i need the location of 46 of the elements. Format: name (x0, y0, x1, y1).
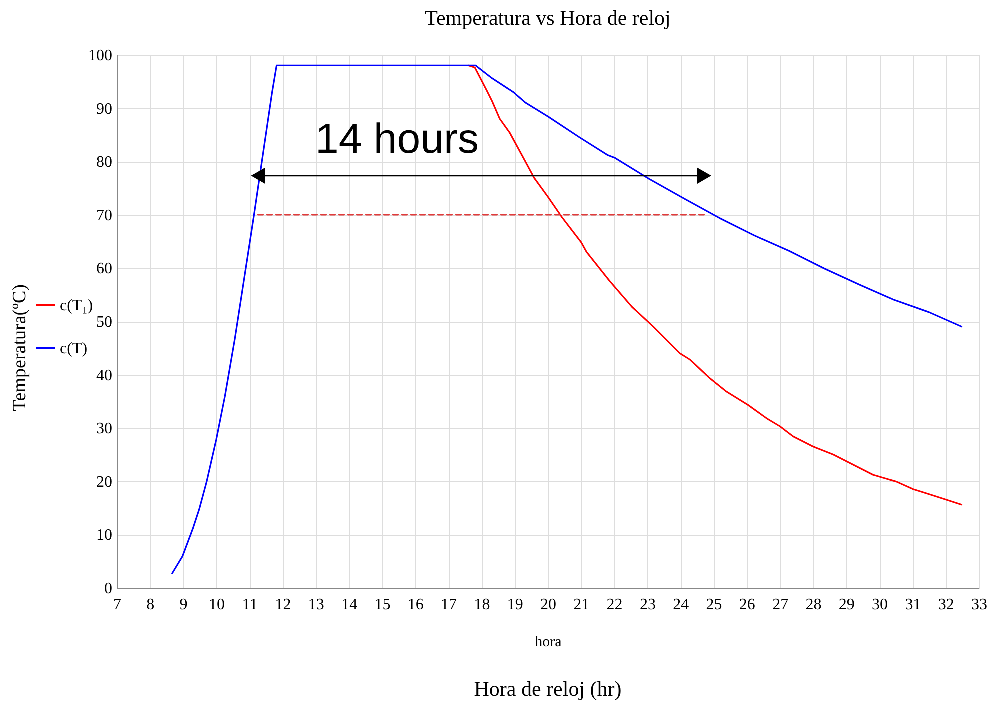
y-tick-label: 100 (88, 48, 112, 64)
chart-title: Temperatura vs Hora de reloj (425, 6, 671, 30)
x-tick-label: 26 (739, 596, 756, 614)
x-tick-label: 14 (342, 596, 358, 614)
x-tick-label: 23 (640, 596, 656, 614)
x-tick-label: 27 (772, 596, 789, 614)
y-tick-label: 90 (96, 100, 112, 118)
y-tick-label: 70 (96, 207, 112, 224)
x-axis-title: hora (535, 634, 562, 650)
legend-label: c(T) (60, 340, 88, 358)
x-tick-label: 19 (507, 596, 524, 614)
x-tick-label: 24 (673, 596, 690, 614)
legend-label: c(T₁) (60, 298, 94, 314)
x-tick-label: 31 (905, 596, 922, 614)
x-tick-label: 30 (872, 596, 888, 614)
x-tick-label: 32 (938, 596, 954, 614)
x-tick-label: 8 (146, 596, 155, 614)
x-tick-label: 7 (114, 596, 122, 614)
x-tick-label: 10 (208, 596, 225, 614)
x-tick-label: 12 (275, 596, 292, 614)
y-tick-label: 10 (96, 527, 112, 544)
text: Hora de reloj (hr) (474, 677, 622, 701)
y-tick-label: 80 (96, 154, 112, 172)
x-tick-label: 15 (374, 596, 391, 614)
y-tick-label: 20 (96, 474, 112, 491)
y-tick-label: 30 (96, 420, 112, 438)
x-tick-label: 9 (180, 596, 188, 614)
x-tick-label: 17 (441, 596, 458, 614)
x-tick-label: 18 (474, 596, 490, 614)
x-tick-label: 29 (838, 596, 855, 614)
y-tick-label: 0 (104, 580, 112, 598)
x-tick-label: 21 (574, 596, 590, 614)
annotation: 14 hours (316, 114, 479, 162)
y-tick-label: 50 (96, 314, 112, 331)
line-series (172, 64, 963, 574)
y-axis-title: Temperatura(ºC) (10, 284, 30, 412)
y-tick-label: 40 (96, 367, 112, 384)
x-tick-label: 16 (408, 596, 424, 614)
x-tick-label: 22 (606, 596, 623, 614)
y-tick-label: 60 (96, 260, 112, 278)
x-tick-label: 33 (972, 596, 988, 614)
x-tick-label: 25 (706, 596, 722, 614)
x-tick-label: 28 (806, 596, 822, 614)
x-tick-label: 11 (242, 596, 258, 614)
x-tick-label: 20 (540, 596, 556, 614)
x-tick-label: 13 (308, 596, 324, 614)
